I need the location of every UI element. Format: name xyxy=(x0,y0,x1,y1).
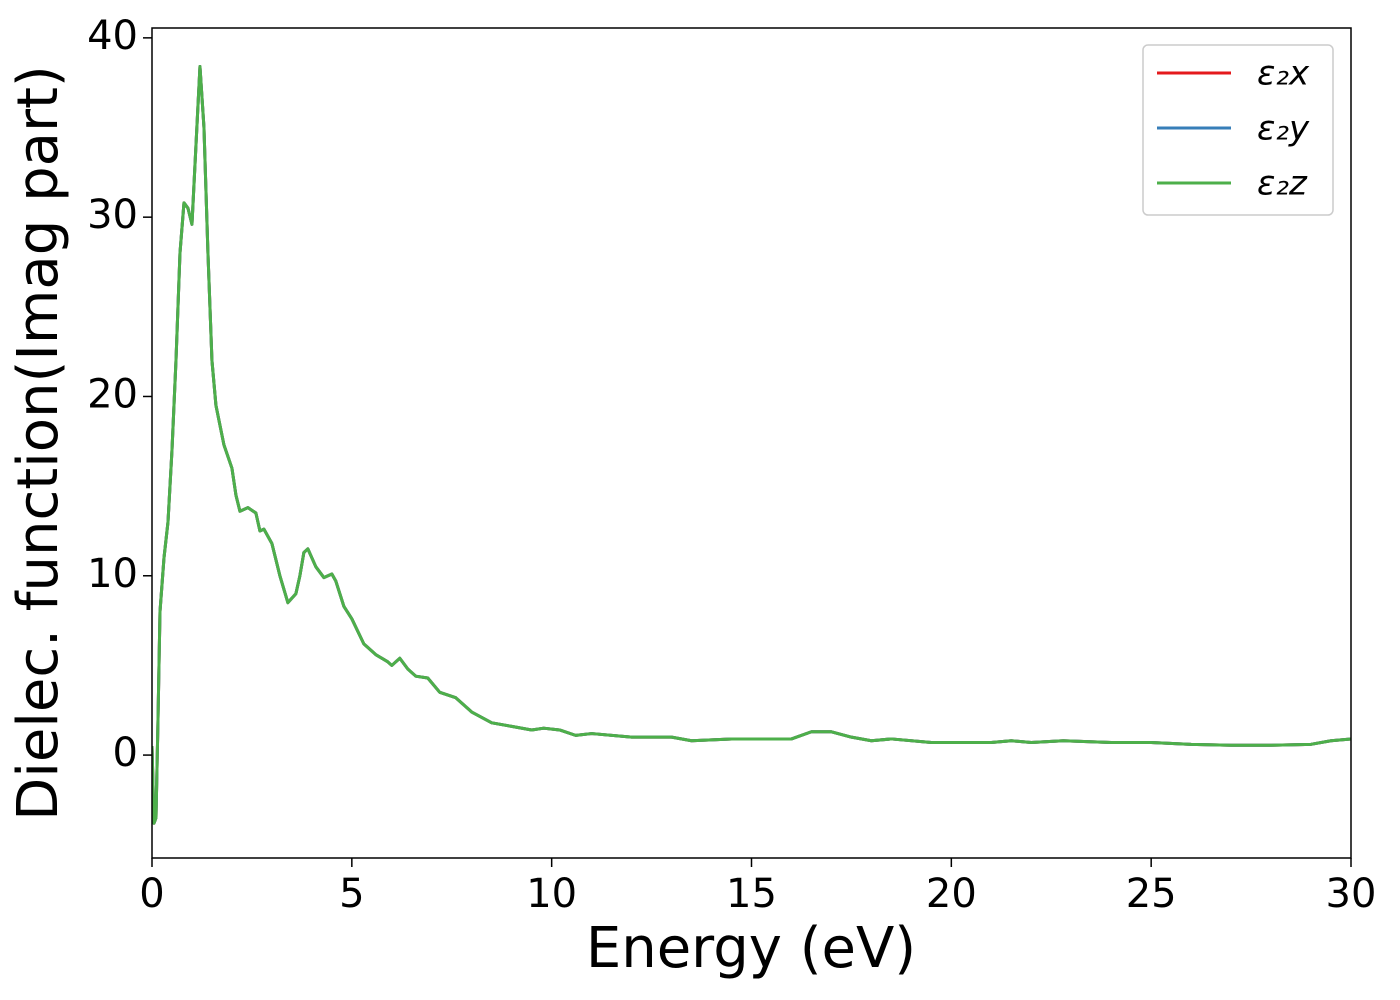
x-tick-label: 20 xyxy=(926,871,977,917)
x-tick-label: 10 xyxy=(526,871,577,917)
y-tick-label: 20 xyxy=(87,371,138,417)
x-tick-label: 25 xyxy=(1126,871,1177,917)
legend-label: ε₂z xyxy=(1257,164,1308,204)
y-tick-label: 30 xyxy=(87,192,138,238)
legend-box xyxy=(1142,44,1334,216)
y-tick-label: 10 xyxy=(87,551,138,597)
y-tick-label: 40 xyxy=(87,13,138,59)
x-tick-label: 0 xyxy=(139,871,164,917)
y-tick-label: 0 xyxy=(113,730,138,776)
x-tick-label: 15 xyxy=(726,871,777,917)
y-axis-label: Dielec. function(Imag part) xyxy=(6,65,71,821)
legend-label: ε₂y xyxy=(1257,109,1310,149)
plot-frame xyxy=(151,27,1352,859)
data-line xyxy=(152,65,1351,825)
x-tick-label: 30 xyxy=(1326,871,1377,917)
x-axis-label: Energy (eV) xyxy=(586,916,916,981)
legend-label: ε₂x xyxy=(1257,54,1310,94)
x-tick-label: 5 xyxy=(339,871,364,917)
